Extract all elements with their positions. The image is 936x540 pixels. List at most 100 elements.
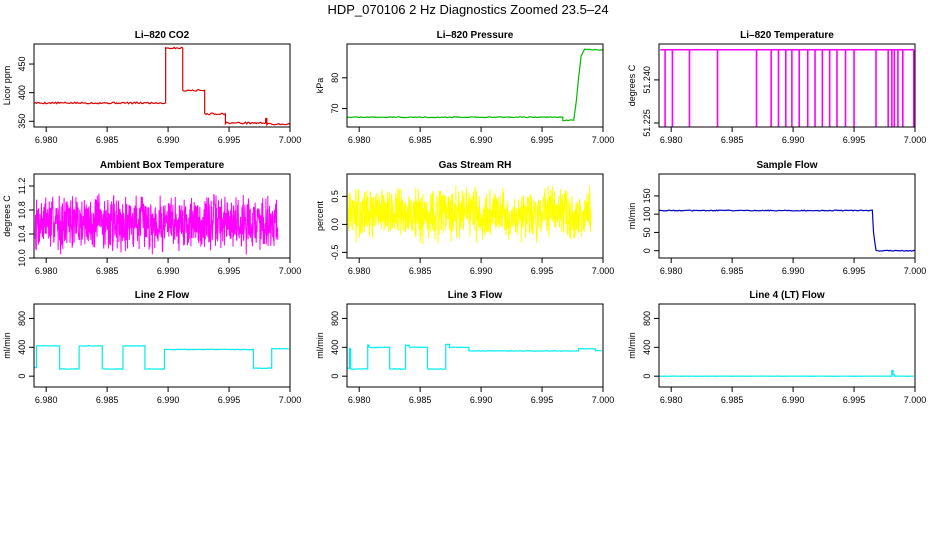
series-line xyxy=(346,343,602,370)
series-line xyxy=(658,369,914,377)
y-axis-label: degrees C xyxy=(627,64,637,106)
y-tick-label: 0 xyxy=(330,374,340,379)
x-tick-label: 6.990 xyxy=(782,266,805,276)
y-axis-label: percent xyxy=(315,200,325,231)
chart-title: Li–820 Pressure xyxy=(437,30,514,41)
x-tick-label: 6.980 xyxy=(660,395,683,405)
y-axis-label: kPa xyxy=(315,78,325,94)
x-tick-label: 6.990 xyxy=(470,395,493,405)
x-tick-label: 6.995 xyxy=(218,135,241,145)
chart-panel-1: Li–820 CO2 Licor ppm 6.980 6.985 6.990 6.995 7… xyxy=(2,30,301,145)
chart-panel-7: Line 2 Flow ml/min 6.980 6.985 6.990 6.995 7.0… xyxy=(2,290,301,405)
series-line xyxy=(33,344,289,370)
x-tick-label: 6.990 xyxy=(470,135,493,145)
y-axis-label: ml/min xyxy=(627,332,637,359)
chart-title: Li–820 Temperature xyxy=(740,30,834,41)
y-axis-label: ml/min xyxy=(2,332,12,359)
plot-frame xyxy=(346,173,604,259)
y-tick-label: 50 xyxy=(642,227,652,237)
series-line xyxy=(34,193,279,255)
x-tick-label: 6.985 xyxy=(721,135,744,145)
x-tick-label: 6.985 xyxy=(409,266,432,276)
x-tick-label: 6.980 xyxy=(35,395,58,405)
plot-frame xyxy=(33,173,291,259)
chart-panel-3: Li–820 Temperature degrees C 6.980 6.985 6.9… xyxy=(627,30,926,145)
y-tick-label: 0 xyxy=(642,374,652,379)
y-tick-label: 51.240 xyxy=(642,66,652,94)
y-tick-label: 80 xyxy=(330,73,340,83)
x-tick-label: 6.980 xyxy=(35,266,58,276)
series-line xyxy=(346,48,604,122)
y-tick-label: 350 xyxy=(17,114,27,129)
page-title: HDP_070106 2 Hz Diagnostics Zoomed 23.5–… xyxy=(327,2,609,17)
y-tick-label: 0.5 xyxy=(330,190,340,203)
x-tick-label: 6.990 xyxy=(782,135,805,145)
chart-title: Sample Flow xyxy=(756,160,817,171)
y-tick-label: 100 xyxy=(642,207,652,222)
y-axis-label: degrees C xyxy=(2,195,12,237)
chart-panel-4: Ambient Box Temperature degrees C 6.980 6.9… xyxy=(2,160,301,276)
x-tick-label: 6.995 xyxy=(218,266,241,276)
x-tick-label: 6.995 xyxy=(843,266,866,276)
y-tick-label: 10.0 xyxy=(17,249,27,267)
x-tick-label: 6.995 xyxy=(531,395,554,405)
x-tick-label: 6.985 xyxy=(721,395,744,405)
x-tick-label: 7.000 xyxy=(279,135,302,145)
x-tick-label: 6.985 xyxy=(409,395,432,405)
chart-title: Ambient Box Temperature xyxy=(100,160,225,171)
chart-panel-2: Li–820 Pressure kPa 6.980 6.985 6.990 6.995 7.… xyxy=(315,30,614,145)
y-tick-label: 150 xyxy=(642,188,652,203)
series-line xyxy=(33,46,291,127)
x-tick-label: 6.980 xyxy=(348,135,371,145)
x-tick-label: 7.000 xyxy=(904,135,927,145)
y-tick-label: 10.8 xyxy=(17,201,27,219)
plot-frame xyxy=(33,303,291,388)
plot-frame xyxy=(346,43,604,128)
y-tick-label: 0 xyxy=(17,374,27,379)
x-tick-label: 6.995 xyxy=(531,135,554,145)
y-axis-label: ml/min xyxy=(315,332,325,359)
x-tick-label: 6.985 xyxy=(96,135,119,145)
chart-panel-9: Line 4 (LT) Flow ml/min 6.980 6.985 6.990 6.9… xyxy=(627,290,926,405)
chart-title: Line 4 (LT) Flow xyxy=(749,290,825,301)
chart-panel-5: Gas Stream RH percent 6.980 6.985 6.990 6.995… xyxy=(315,160,614,276)
plot-frame xyxy=(33,43,291,128)
x-tick-label: 6.995 xyxy=(843,135,866,145)
y-tick-label: 400 xyxy=(642,340,652,355)
chart-title: Line 3 Flow xyxy=(448,290,503,301)
plot-frame xyxy=(658,173,916,259)
y-tick-label: 10.4 xyxy=(17,225,27,243)
y-axis-label: Licor ppm xyxy=(2,66,12,106)
plot-frame xyxy=(658,43,916,128)
plot-frame xyxy=(346,303,604,388)
y-tick-label: 0.0 xyxy=(330,218,340,231)
x-tick-label: 7.000 xyxy=(279,266,302,276)
x-tick-label: 7.000 xyxy=(904,266,927,276)
x-tick-label: 6.980 xyxy=(35,135,58,145)
x-tick-label: 6.980 xyxy=(660,135,683,145)
y-tick-label: 400 xyxy=(17,85,27,100)
x-tick-label: 7.000 xyxy=(592,395,615,405)
x-tick-label: 7.000 xyxy=(592,266,615,276)
y-tick-label: 800 xyxy=(330,311,340,326)
x-tick-label: 7.000 xyxy=(592,135,615,145)
x-tick-label: 6.990 xyxy=(782,395,805,405)
y-tick-label: 800 xyxy=(642,311,652,326)
x-tick-label: 6.990 xyxy=(470,266,493,276)
x-tick-label: 7.000 xyxy=(904,395,927,405)
x-tick-label: 6.980 xyxy=(348,266,371,276)
x-tick-label: 6.985 xyxy=(721,266,744,276)
y-tick-label: 51.225 xyxy=(642,109,652,137)
y-tick-label: 70 xyxy=(330,104,340,114)
y-axis-label: ml/min xyxy=(627,203,637,230)
chart-panel-6: Sample Flow ml/min 6.980 6.985 6.990 6.995 7.0… xyxy=(627,160,926,276)
y-tick-label: 450 xyxy=(17,57,27,72)
x-tick-label: 6.990 xyxy=(157,266,180,276)
x-tick-label: 6.985 xyxy=(409,135,432,145)
y-tick-label: -0.5 xyxy=(330,245,340,261)
chart-title: Line 2 Flow xyxy=(135,290,190,301)
y-tick-label: 400 xyxy=(17,340,27,355)
y-tick-label: 800 xyxy=(17,311,27,326)
x-tick-label: 6.985 xyxy=(96,266,119,276)
